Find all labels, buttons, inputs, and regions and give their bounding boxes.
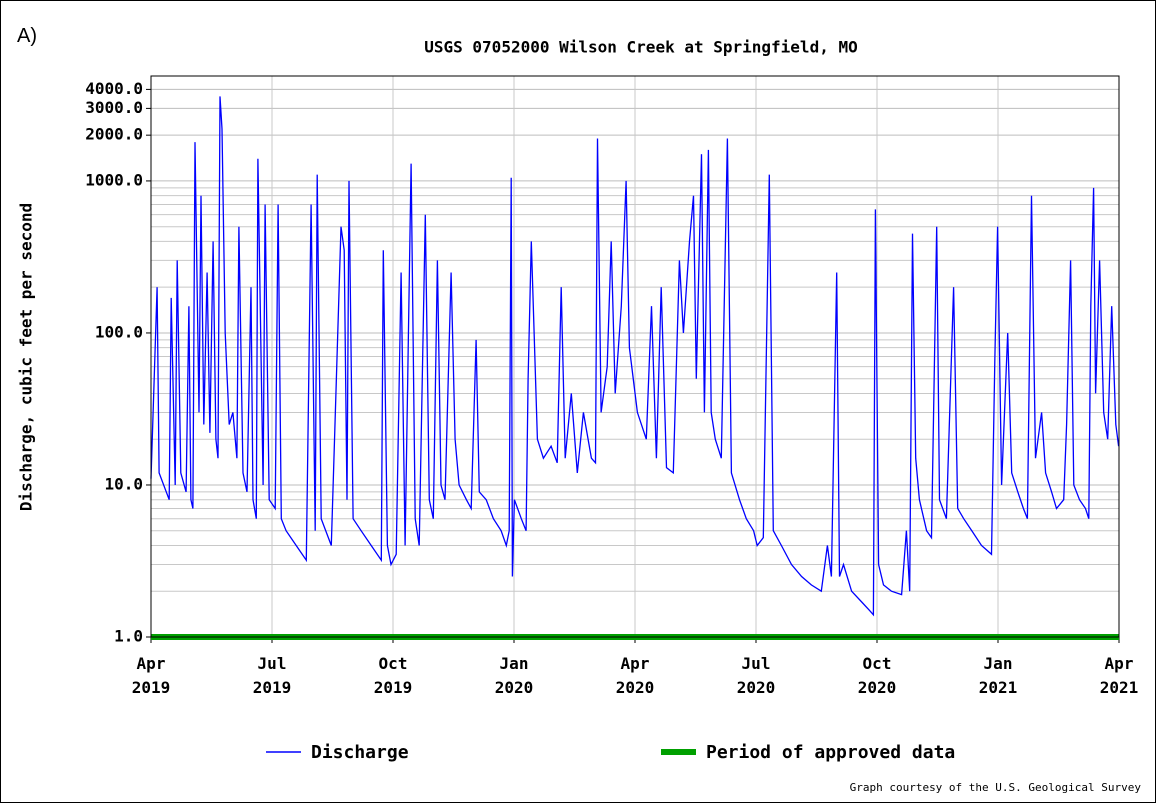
y-tick-label: 10.0 (104, 474, 143, 493)
y-tick-label: 1000.0 (85, 170, 143, 189)
x-tick-label: Apr 2019 (131, 654, 171, 697)
credit: Graph courtesy of the U.S. Geological Su… (850, 781, 1142, 794)
y-tick-label: 4000.0 (85, 79, 143, 98)
plot-frame (150, 75, 1120, 638)
x-tick-label: Jan 2021 (978, 654, 1018, 697)
legend-label: Period of approved data (706, 742, 955, 763)
x-tick-label: Jul 2019 (252, 654, 292, 697)
y-tick-label: 3000.0 (85, 98, 143, 117)
y-axis-label: Discharge, cubic feet per second (17, 203, 36, 511)
panel-label: A) (17, 25, 37, 47)
x-tick-label: Jan 2020 (494, 654, 534, 697)
x-tick-label: Jul 2020 (736, 654, 776, 697)
y-tick-label: 100.0 (95, 322, 143, 341)
y-tick-label: 1.0 (114, 627, 143, 646)
x-tick-label: Oct 2020 (857, 654, 897, 697)
x-tick-label: Oct 2019 (373, 654, 413, 697)
y-tick-label: 2000.0 (85, 125, 143, 144)
series-line (150, 96, 1120, 617)
chart-title: USGS 07052000 Wilson Creek at Springfiel… (424, 38, 857, 57)
x-tick-label: Apr 2020 (615, 654, 655, 697)
legend-label: Discharge (311, 742, 409, 763)
x-tick-label: Apr 2021 (1099, 654, 1139, 697)
